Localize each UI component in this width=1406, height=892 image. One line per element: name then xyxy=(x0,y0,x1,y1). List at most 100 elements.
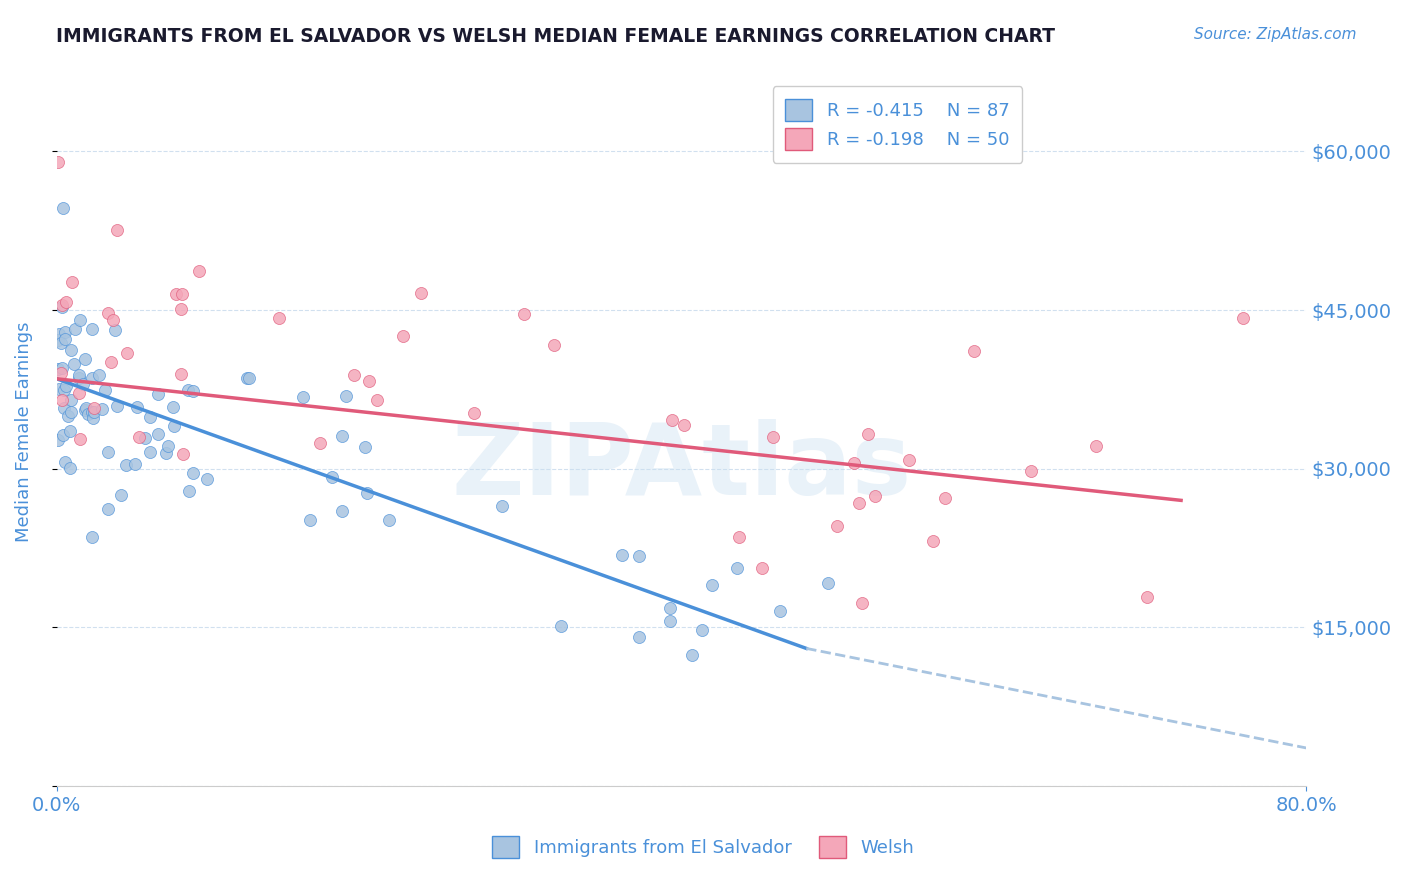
Point xyxy=(391,329,413,343)
Point xyxy=(53,332,76,346)
Point xyxy=(848,496,870,510)
Point xyxy=(51,300,73,314)
Point xyxy=(139,445,162,459)
Point xyxy=(1232,311,1254,326)
Point xyxy=(83,401,105,416)
Point xyxy=(58,409,80,424)
Point xyxy=(354,440,377,454)
Point xyxy=(75,401,97,415)
Point xyxy=(267,311,290,326)
Point xyxy=(80,322,103,336)
Point xyxy=(67,385,90,400)
Point xyxy=(751,561,773,575)
Point xyxy=(291,390,314,404)
Point xyxy=(673,418,696,433)
Point xyxy=(105,223,128,237)
Point xyxy=(163,418,186,433)
Point xyxy=(69,432,91,446)
Point xyxy=(59,424,82,438)
Point xyxy=(51,367,73,381)
Point xyxy=(898,453,921,467)
Point xyxy=(125,400,148,414)
Point xyxy=(157,439,180,453)
Point xyxy=(177,383,200,397)
Point xyxy=(934,491,956,505)
Point xyxy=(73,403,96,417)
Point xyxy=(681,648,703,662)
Point xyxy=(1019,465,1042,479)
Point xyxy=(513,307,536,321)
Point xyxy=(627,630,650,644)
Point xyxy=(51,392,73,407)
Point xyxy=(60,275,83,289)
Point xyxy=(1084,439,1107,453)
Point xyxy=(188,263,211,277)
Point xyxy=(96,502,118,516)
Point xyxy=(728,531,751,545)
Point xyxy=(124,457,146,471)
Point xyxy=(298,513,321,527)
Point xyxy=(761,430,783,444)
Point xyxy=(110,488,132,502)
Point xyxy=(165,286,187,301)
Point xyxy=(162,400,184,414)
Point xyxy=(75,351,97,366)
Point xyxy=(865,489,887,503)
Point xyxy=(335,389,357,403)
Point xyxy=(627,549,650,564)
Point xyxy=(700,578,723,592)
Point xyxy=(52,201,75,215)
Point xyxy=(93,383,115,397)
Point xyxy=(463,406,485,420)
Point xyxy=(858,426,880,441)
Point xyxy=(82,405,104,419)
Point xyxy=(330,429,353,443)
Point xyxy=(155,446,177,460)
Point xyxy=(69,313,91,327)
Point xyxy=(851,596,873,610)
Point xyxy=(183,384,205,399)
Point xyxy=(53,383,76,397)
Point xyxy=(922,533,945,548)
Point xyxy=(52,401,75,415)
Point xyxy=(59,460,82,475)
Y-axis label: Median Female Earnings: Median Female Earnings xyxy=(15,321,32,541)
Point xyxy=(67,371,90,385)
Point xyxy=(238,370,260,384)
Point xyxy=(491,500,513,514)
Legend: R = -0.415    N = 87, R = -0.198    N = 50: R = -0.415 N = 87, R = -0.198 N = 50 xyxy=(772,87,1022,163)
Point xyxy=(817,576,839,591)
Point xyxy=(115,458,138,473)
Point xyxy=(690,623,713,637)
Point xyxy=(72,377,94,392)
Point xyxy=(181,466,204,480)
Point xyxy=(543,338,565,352)
Point xyxy=(48,326,70,341)
Point xyxy=(658,601,681,615)
Point xyxy=(105,399,128,413)
Point xyxy=(90,401,112,416)
Point xyxy=(51,361,73,376)
Point xyxy=(842,456,865,470)
Point xyxy=(550,619,572,633)
Point xyxy=(97,445,120,459)
Text: ZIPAtlas: ZIPAtlas xyxy=(451,418,911,516)
Point xyxy=(46,362,69,376)
Point xyxy=(52,428,75,442)
Point xyxy=(378,513,401,527)
Point xyxy=(321,470,343,484)
Text: Source: ZipAtlas.com: Source: ZipAtlas.com xyxy=(1194,27,1357,42)
Point xyxy=(139,409,162,424)
Point xyxy=(366,393,388,408)
Point xyxy=(963,343,986,358)
Point xyxy=(51,298,73,312)
Point xyxy=(146,387,169,401)
Point xyxy=(59,393,82,408)
Point xyxy=(83,405,105,419)
Text: IMMIGRANTS FROM EL SALVADOR VS WELSH MEDIAN FEMALE EARNINGS CORRELATION CHART: IMMIGRANTS FROM EL SALVADOR VS WELSH MED… xyxy=(56,27,1056,45)
Point xyxy=(46,334,69,348)
Point xyxy=(59,343,82,357)
Point xyxy=(100,355,122,369)
Point xyxy=(769,604,792,618)
Point xyxy=(195,472,218,486)
